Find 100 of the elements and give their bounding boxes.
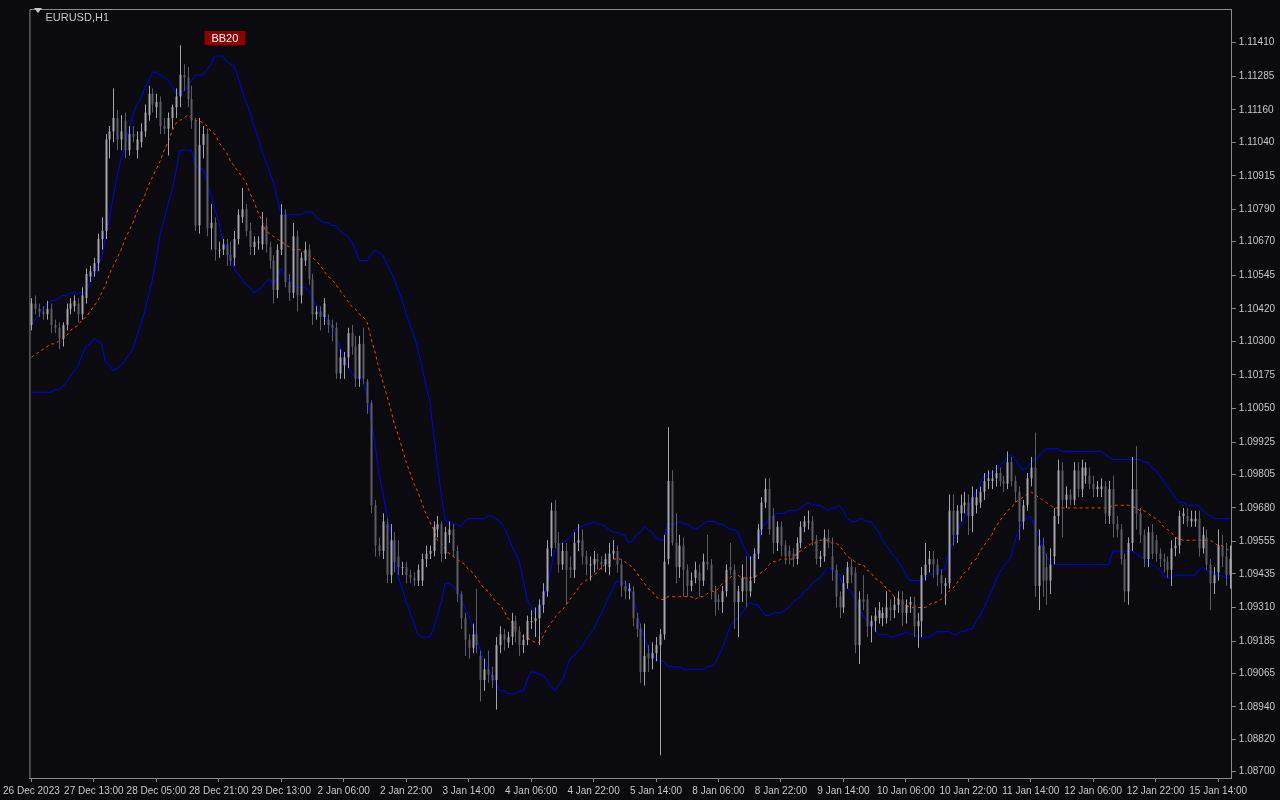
candlestick — [148, 85, 151, 122]
candlestick — [827, 528, 830, 549]
y-tick-label: 1.08700 — [1238, 765, 1276, 777]
candlestick — [483, 658, 486, 692]
y-tick-label: 1.09555 — [1238, 535, 1276, 547]
candlestick — [878, 601, 881, 625]
x-tick-label: 15 Jan 14:00 — [1189, 784, 1248, 796]
candlestick — [784, 539, 787, 565]
candlestick — [304, 241, 307, 267]
x-tick-label: 28 Dec 21:00 — [189, 784, 249, 796]
candlestick — [690, 572, 693, 592]
candlestick — [1166, 555, 1169, 579]
candlestick — [1155, 534, 1158, 563]
candlestick — [421, 553, 424, 587]
candlestick — [1202, 526, 1205, 555]
candlestick — [261, 211, 264, 251]
candlestick — [171, 103, 174, 130]
candlestick — [1006, 450, 1009, 490]
candlestick — [1225, 542, 1228, 587]
candlestick — [30, 297, 33, 331]
candlestick — [1209, 558, 1212, 611]
candlestick — [745, 555, 748, 608]
y-tick-label: 1.10420 — [1238, 302, 1276, 314]
candlestick — [128, 125, 131, 157]
candlestick — [448, 520, 451, 544]
x-tick-label: 9 Jan 14:00 — [817, 784, 870, 796]
candlestick — [144, 103, 147, 138]
candlestick — [1092, 475, 1095, 498]
candlestick — [577, 523, 580, 552]
candlestick — [116, 109, 119, 151]
candlestick — [624, 580, 627, 600]
candlestick — [1077, 461, 1080, 498]
candlestick — [698, 563, 701, 598]
candlestick — [155, 93, 158, 119]
candlestick — [764, 477, 767, 509]
candlestick — [846, 561, 849, 590]
candlestick — [245, 203, 248, 237]
candlestick — [932, 550, 935, 579]
y-tick-label: 1.08940 — [1238, 700, 1276, 712]
y-tick-label: 1.09805 — [1238, 468, 1276, 480]
candlestick — [1186, 507, 1189, 528]
candlestick — [561, 542, 564, 571]
y-tick-label: 1.08820 — [1238, 733, 1276, 745]
y-tick-label: 1.10670 — [1238, 235, 1276, 247]
candlestick — [940, 569, 943, 595]
candlestick — [526, 615, 529, 646]
candlestick — [444, 526, 447, 560]
y-tick-label: 1.09680 — [1238, 501, 1276, 513]
candlestick — [967, 494, 970, 536]
candlestick — [749, 555, 752, 598]
candlestick — [499, 625, 502, 654]
candlestick — [183, 63, 186, 92]
candlestick — [1030, 456, 1033, 487]
candlestick — [589, 555, 592, 582]
candlestick — [534, 606, 537, 638]
candlestick — [643, 623, 646, 686]
candlestick — [542, 582, 545, 614]
chart-title: EURUSD,H1 — [45, 11, 110, 24]
candlestick — [702, 553, 705, 587]
candlestick — [218, 241, 221, 259]
candlestick — [323, 297, 326, 326]
candlestick — [729, 542, 732, 576]
candlestick — [686, 563, 689, 598]
candlestick — [1170, 539, 1173, 587]
y-tick-label: 1.10915 — [1238, 169, 1276, 181]
candlestick — [792, 547, 795, 568]
candlestick — [257, 235, 260, 251]
candlestick — [378, 537, 381, 557]
candlestick — [612, 539, 615, 560]
x-tick-label: 4 Jan 22:00 — [567, 784, 621, 796]
candlestick — [565, 542, 568, 606]
candlestick — [870, 615, 873, 643]
candlestick — [897, 590, 900, 614]
candlestick — [518, 625, 521, 657]
candlestick — [741, 563, 744, 603]
candlestick — [343, 351, 346, 380]
y-tick-label: 1.11410 — [1238, 36, 1275, 48]
y-tick-label: 1.11040 — [1238, 135, 1275, 147]
candlestick — [167, 112, 170, 157]
candlestick — [1065, 485, 1068, 509]
candlestick — [780, 520, 783, 557]
candlestick — [1014, 475, 1017, 504]
candlestick — [112, 87, 115, 143]
y-tick-label: 1.10175 — [1238, 368, 1276, 380]
candlestick — [881, 606, 884, 627]
candlestick — [140, 122, 143, 149]
candlestick — [77, 297, 80, 323]
candlestick — [913, 596, 916, 638]
candlestick — [179, 44, 182, 108]
candlestick — [538, 598, 541, 646]
candlestick — [210, 203, 213, 251]
candlestick — [487, 650, 490, 684]
x-tick-label: 12 Jan 22:00 — [1126, 784, 1186, 796]
candlestick — [1010, 456, 1013, 487]
y-tick-label: 1.10790 — [1238, 203, 1276, 215]
candlestick — [975, 488, 978, 514]
candlestick — [788, 545, 791, 565]
candlestick — [850, 558, 853, 584]
candlestick — [971, 485, 974, 533]
candlestick — [319, 305, 322, 331]
